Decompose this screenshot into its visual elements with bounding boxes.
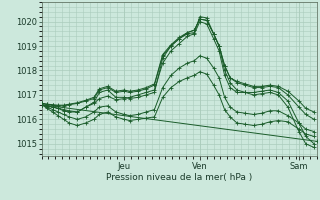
X-axis label: Pression niveau de la mer( hPa ): Pression niveau de la mer( hPa ): [106, 173, 252, 182]
